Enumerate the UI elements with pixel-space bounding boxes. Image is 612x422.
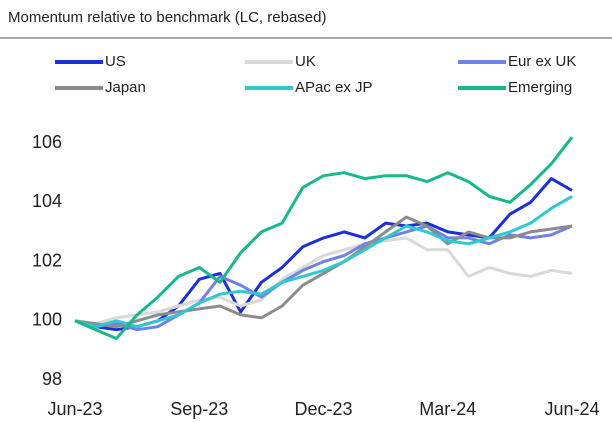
y-tick-label: 98 [42,369,62,389]
legend-label: US [105,53,126,70]
series-line [74,195,573,329]
legend-label: APac ex JP [295,79,373,96]
series-line [74,236,573,326]
y-tick-label: 100 [32,310,62,330]
x-tick-label: Sep-23 [170,399,228,419]
x-tick-label: Dec-23 [294,399,352,419]
legend-label: UK [295,53,316,70]
y-tick-label: 104 [32,191,62,211]
legend-label: Eur ex UK [508,53,576,70]
legend-label: Emerging [508,79,572,96]
chart-title: Momentum relative to benchmark (LC, reba… [8,9,326,26]
y-tick-label: 102 [32,250,62,270]
y-tick-label: 106 [32,132,62,152]
x-tick-label: Mar-24 [419,399,476,419]
x-tick-label: Jun-23 [47,399,102,419]
series-line [74,224,573,332]
legend-label: Japan [105,79,146,96]
x-tick-label: Jun-24 [544,399,599,419]
series-line [74,136,574,340]
